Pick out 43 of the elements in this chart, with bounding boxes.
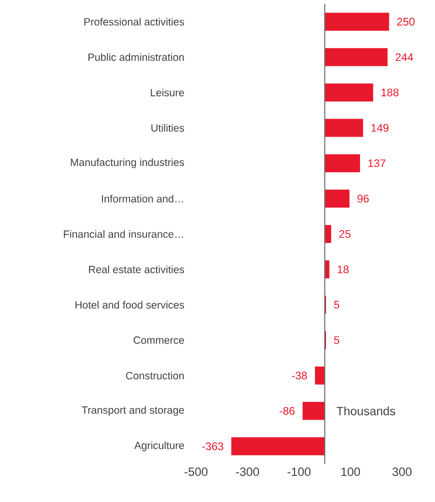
y-tick-label: Professional activities [84,18,184,26]
y-tick-label: Manufacturing industries [70,158,184,168]
y-tick-label: Utilities [151,124,184,132]
data-label: 18 [338,265,349,274]
y-tick-label: Commerce [134,336,184,344]
bar [324,118,364,137]
data-label: 244 [396,53,414,61]
data-label: -86 [280,407,295,415]
data-label: -363 [202,442,224,450]
x-tick-label: -500 [184,468,208,476]
y-tick-label: Agriculture [134,441,184,452]
data-label: 5 [334,300,340,309]
data-label: 5 [334,336,340,344]
bar [324,260,330,278]
x-tick-label: 100 [341,468,360,476]
bar [324,83,374,102]
data-label: -38 [292,372,307,380]
y-tick-label: Hotel and food services [76,300,184,309]
data-label: 188 [382,88,399,96]
bar [302,402,325,420]
data-label: 96 [358,194,369,203]
y-tick-label: Public administration [88,53,184,61]
bar [231,437,325,456]
y-tick-label: Construction [126,372,184,380]
data-label: 149 [371,124,388,132]
bar [314,366,325,385]
y-tick-label: Financial and insurance… [64,230,183,238]
y-tick-label: Information and… [102,194,184,202]
bar [324,48,388,66]
bar [324,12,390,31]
bar [324,154,360,172]
annotation: Thousands [336,406,396,416]
bar [324,190,350,208]
x-tick-label: -100 [288,468,311,476]
bar [324,224,332,243]
x-tick-label: 300 [392,468,412,476]
y-tick-label: Transport and storage [82,406,184,416]
data-label: 25 [339,230,350,238]
y-tick-label: Real estate activities [89,266,184,274]
x-tick-label: -300 [236,468,260,476]
data-label: 137 [368,159,386,168]
y-tick-label: Leisure [150,88,184,96]
data-label: 250 [397,18,415,26]
